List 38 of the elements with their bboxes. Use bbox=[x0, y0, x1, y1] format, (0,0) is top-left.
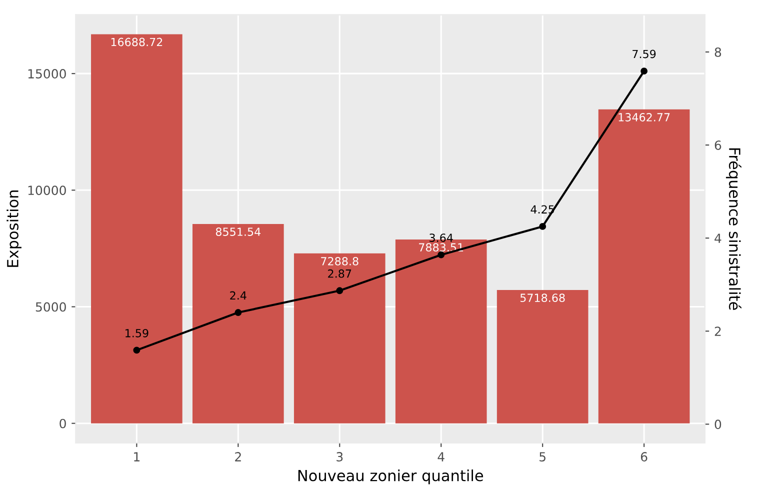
y2-tick-label: 6 bbox=[714, 140, 722, 150]
y-tick-label: 10000 bbox=[28, 186, 66, 196]
y2-tick-label: 4 bbox=[714, 234, 722, 243]
data-label: 1.59 bbox=[126, 328, 148, 338]
data-label: 16688.72 bbox=[111, 38, 162, 46]
x-tick-label: 1 bbox=[134, 452, 140, 462]
x-tick-label: 6 bbox=[640, 452, 648, 462]
y-axis-title: Exposition bbox=[6, 190, 22, 267]
x-axis-title: Nouveau zonier quantile bbox=[298, 469, 484, 484]
bar bbox=[192, 224, 284, 424]
data-label: 13462.77 bbox=[618, 113, 670, 122]
point bbox=[640, 68, 648, 75]
bar bbox=[496, 290, 588, 424]
y2-tick-label: 8 bbox=[714, 47, 722, 57]
data-label: 7288.8 bbox=[321, 257, 358, 266]
y-tick-label: 0 bbox=[60, 418, 66, 428]
point bbox=[336, 287, 344, 294]
y2-tick-label: 0 bbox=[714, 420, 722, 430]
point bbox=[438, 251, 445, 258]
bar bbox=[294, 253, 386, 424]
y-tick-label: 5000 bbox=[36, 302, 66, 312]
point bbox=[234, 309, 242, 316]
data-label: 5718.68 bbox=[520, 294, 565, 302]
x-tick-label: 3 bbox=[336, 452, 343, 462]
point bbox=[133, 346, 140, 354]
y-tick-label: 15000 bbox=[28, 69, 66, 78]
x-tick-label: 4 bbox=[438, 452, 444, 462]
y2-tick-label: 2 bbox=[714, 326, 721, 336]
y2-axis-title: Fréquence sinistralité bbox=[726, 148, 742, 310]
x-tick-label: 5 bbox=[540, 452, 546, 462]
bar bbox=[91, 34, 182, 424]
data-label: 8551.54 bbox=[216, 228, 261, 236]
x-tick-label: 2 bbox=[235, 452, 241, 462]
data-label: 7.59 bbox=[632, 50, 656, 58]
bar bbox=[598, 109, 690, 424]
data-label: 2.4 bbox=[230, 291, 246, 300]
point bbox=[539, 222, 546, 230]
data-label: 2.87 bbox=[328, 269, 352, 278]
